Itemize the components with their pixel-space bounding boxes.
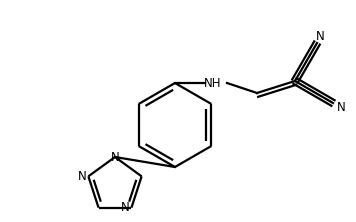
- Text: N: N: [337, 101, 345, 113]
- Text: N: N: [316, 30, 324, 44]
- Text: N: N: [111, 151, 119, 163]
- Text: NH: NH: [204, 77, 222, 89]
- Text: N: N: [78, 170, 87, 183]
- Text: N: N: [121, 201, 130, 214]
